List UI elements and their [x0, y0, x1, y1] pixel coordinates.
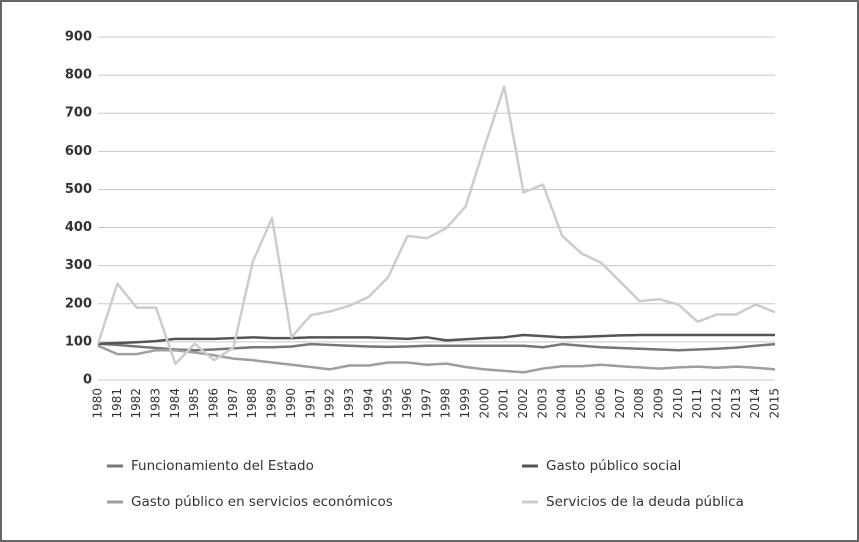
y-tick-label: 300: [65, 258, 92, 273]
y-tick-label: 700: [65, 106, 92, 121]
x-tick-label: 1981: [110, 388, 124, 419]
x-tick-label: 1986: [207, 388, 221, 419]
x-tick-label: 1985: [187, 388, 201, 419]
series-line: [97, 333, 775, 346]
x-tick-label: 2013: [729, 388, 743, 419]
x-tick-label: 2004: [555, 388, 569, 419]
legend-label: Gasto público en servicios económicos: [131, 494, 393, 510]
x-tick-label: 2010: [671, 388, 685, 419]
legend-label: Gasto público social: [546, 458, 681, 474]
series-line: [96, 85, 776, 366]
x-tick-label: 2005: [574, 388, 588, 419]
x-tick-label: 2001: [497, 388, 511, 419]
x-tick-label: 1988: [245, 388, 259, 419]
y-tick-label: 900: [65, 30, 92, 45]
x-tick-label: 1990: [284, 388, 298, 419]
legend-label: Servicios de la deuda pública: [546, 494, 744, 510]
x-tick-label: 2008: [632, 388, 646, 419]
x-tick-label: 1999: [458, 388, 472, 419]
x-tick-label: 1982: [129, 388, 143, 419]
x-tick-label: 2009: [651, 388, 665, 419]
y-tick-label: 200: [65, 296, 92, 311]
x-tick-label: 1991: [303, 388, 317, 419]
x-tick-label: 2014: [748, 388, 762, 419]
y-tick-label: 500: [65, 182, 92, 197]
x-tick-label: 2006: [593, 388, 607, 419]
x-tick-label: 1998: [439, 388, 453, 419]
y-tick-label: 800: [65, 68, 92, 83]
x-tick-label: 1983: [149, 388, 163, 419]
x-tick-label: 1992: [323, 388, 337, 419]
x-tick-label: 2011: [690, 388, 704, 419]
x-tick-label: 1989: [265, 388, 279, 419]
series-line: [97, 344, 776, 374]
y-tick-label: 0: [83, 373, 92, 388]
x-tick-label: 2000: [477, 388, 491, 419]
x-tick-label: 2007: [613, 388, 627, 419]
x-tick-label: 1987: [226, 388, 240, 419]
x-tick-label: 1980: [91, 388, 105, 419]
x-tick-label: 2002: [516, 388, 530, 419]
series-line: [97, 342, 776, 352]
x-tick-label: 1994: [361, 388, 375, 419]
x-tick-label: 1995: [381, 388, 395, 419]
x-tick-label: 1997: [419, 388, 433, 419]
x-tick-label: 1996: [400, 388, 414, 419]
x-tick-label: 1993: [342, 388, 356, 419]
x-tick-label: 2003: [535, 388, 549, 419]
y-tick-label: 100: [65, 334, 92, 349]
x-tick-label: 2012: [709, 388, 723, 419]
y-tick-label: 600: [65, 144, 92, 159]
x-tick-label: 2015: [768, 388, 782, 419]
x-tick-label: 1984: [168, 388, 182, 419]
y-tick-label: 400: [65, 220, 92, 235]
legend-label: Funcionamiento del Estado: [131, 458, 314, 474]
